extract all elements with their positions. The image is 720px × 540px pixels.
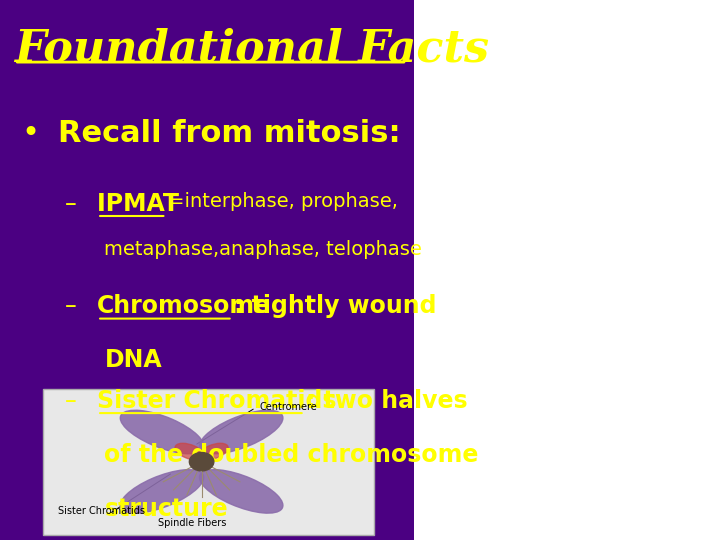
Ellipse shape (120, 410, 204, 454)
Text: –: – (65, 192, 76, 215)
Text: Chromosome: Chromosome (97, 294, 271, 318)
Ellipse shape (199, 410, 283, 454)
Text: –: – (65, 389, 76, 413)
Text: Sister Chromatids: Sister Chromatids (97, 389, 337, 413)
Text: •: • (22, 119, 40, 148)
Ellipse shape (120, 470, 204, 513)
Ellipse shape (199, 443, 228, 460)
Text: Recall from mitosis:: Recall from mitosis: (58, 119, 400, 148)
Text: : two halves: : two halves (306, 389, 467, 413)
Text: =interphase, prophase,: =interphase, prophase, (168, 192, 397, 211)
Text: Centromere: Centromere (259, 402, 317, 413)
Text: Spindle Fibers: Spindle Fibers (158, 518, 227, 528)
Text: metaphase,anaphase, telophase: metaphase,anaphase, telophase (104, 240, 422, 259)
Text: –: – (65, 294, 76, 318)
Circle shape (189, 453, 214, 471)
Text: Sister Chromatids: Sister Chromatids (58, 505, 145, 516)
FancyBboxPatch shape (414, 0, 720, 540)
FancyBboxPatch shape (43, 389, 374, 535)
Text: structure: structure (104, 497, 228, 521)
Ellipse shape (175, 443, 204, 460)
Text: DNA: DNA (104, 348, 162, 372)
Ellipse shape (199, 470, 283, 513)
Text: of the doubled chromosome: of the doubled chromosome (104, 443, 479, 467)
Text: Foundational Facts: Foundational Facts (14, 27, 490, 70)
Text: : tightly wound: : tightly wound (234, 294, 436, 318)
Text: IPMAT: IPMAT (97, 192, 187, 215)
